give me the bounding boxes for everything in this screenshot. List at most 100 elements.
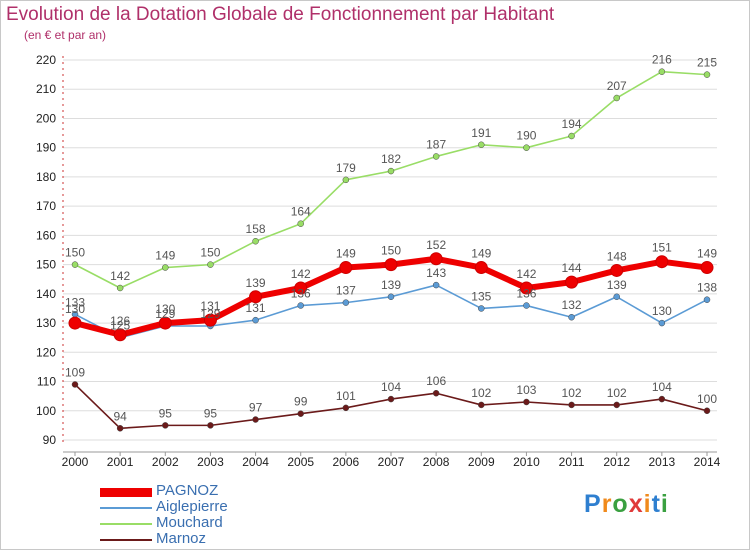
data-point-pagnoz — [113, 328, 127, 342]
chart-subtitle: (en € et par an) — [24, 28, 107, 42]
logo-letter: r — [601, 490, 613, 518]
data-point-aiglepierre — [252, 316, 259, 324]
grid — [63, 59, 717, 441]
data-point-mouchard — [252, 237, 259, 245]
x-tick-label: 2009 — [468, 455, 495, 469]
data-point-pagnoz — [339, 261, 353, 275]
data-label-marnoz: 100 — [697, 392, 717, 406]
data-label-mouchard: 149 — [155, 249, 175, 263]
data-point-mouchard — [342, 176, 350, 184]
data-label-pagnoz: 151 — [652, 241, 672, 255]
data-label-mouchard: 164 — [291, 205, 311, 219]
data-point-pagnoz — [249, 290, 263, 304]
logo-letter: t — [651, 490, 661, 518]
data-label-pagnoz: 149 — [336, 247, 356, 261]
data-label-aiglepierre: 132 — [562, 298, 582, 312]
y-tick-label: 190 — [36, 141, 56, 155]
data-label-mouchard: 150 — [200, 246, 220, 260]
data-point-pagnoz — [294, 281, 308, 295]
data-label-pagnoz: 149 — [697, 247, 717, 261]
data-label-pagnoz: 144 — [562, 261, 582, 275]
data-label-aiglepierre: 136 — [291, 287, 311, 301]
y-tick-label: 120 — [36, 345, 56, 359]
y-tick-label: 180 — [36, 170, 56, 184]
axes: 9010011012013014015016017018019020021022… — [36, 53, 721, 469]
logo-letter: i — [660, 490, 669, 518]
x-tick-label: 2002 — [152, 455, 179, 469]
x-tick-label: 2011 — [559, 455, 585, 469]
data-label-aiglepierre: 135 — [471, 289, 491, 303]
data-point-mouchard — [658, 68, 666, 75]
data-point-aiglepierre — [297, 302, 304, 309]
data-label-marnoz: 99 — [294, 395, 308, 409]
x-tick-label: 2008 — [423, 455, 450, 469]
data-label-aiglepierre: 129 — [155, 307, 175, 321]
data-label-aiglepierre: 133 — [65, 295, 85, 309]
data-point-marnoz — [478, 401, 485, 409]
x-tick-label: 2007 — [378, 455, 405, 469]
data-label-pagnoz: 131 — [200, 299, 220, 313]
data-label-aiglepierre: 131 — [246, 301, 266, 315]
logo-letter: o — [612, 490, 629, 518]
data-point-marnoz — [568, 401, 575, 409]
legend-item-pagnoz: PAGNOZ — [100, 482, 320, 500]
x-tick-label: 2010 — [513, 455, 540, 469]
data-label-marnoz: 97 — [249, 401, 263, 415]
y-tick-label: 210 — [36, 82, 56, 96]
data-label-pagnoz: 148 — [607, 249, 627, 263]
data-point-aiglepierre — [658, 319, 666, 327]
y-tick-label: 220 — [36, 53, 56, 67]
data-label-pagnoz: 130 — [65, 302, 85, 316]
x-tick-label: 2005 — [287, 455, 314, 469]
x-tick-label: 2001 — [107, 455, 134, 469]
data-label-mouchard: 215 — [697, 56, 717, 70]
legend-label: Marnoz — [156, 530, 207, 547]
data-point-pagnoz — [429, 252, 443, 266]
data-point-marnoz — [523, 398, 530, 406]
y-tick-label: 100 — [36, 404, 56, 418]
data-label-marnoz: 109 — [65, 365, 85, 379]
data-label-aiglepierre: 139 — [381, 278, 401, 292]
data-label-marnoz: 104 — [381, 380, 401, 394]
data-point-mouchard — [568, 132, 575, 140]
data-point-aiglepierre — [613, 293, 620, 301]
legend-swatch — [100, 487, 152, 497]
x-tick-label: 2014 — [694, 455, 721, 469]
data-label-aiglepierre: 143 — [426, 266, 446, 280]
data-label-pagnoz: 150 — [381, 244, 401, 258]
data-label-pagnoz: 139 — [246, 276, 266, 290]
data-label-marnoz: 106 — [426, 374, 446, 388]
legend-swatch — [100, 539, 152, 541]
data-point-mouchard — [207, 261, 214, 268]
data-point-marnoz — [207, 422, 214, 429]
data-point-marnoz — [297, 410, 304, 417]
data-point-marnoz — [342, 404, 350, 412]
chart-title: Evolution de la Dotation Globale de Fonc… — [6, 4, 555, 25]
data-point-mouchard — [432, 153, 440, 160]
data-point-pagnoz — [610, 263, 624, 277]
data-point-mouchard — [162, 264, 169, 271]
data-point-aiglepierre — [387, 293, 395, 301]
x-tick-label: 2003 — [197, 455, 224, 469]
legend-label: PAGNOZ — [156, 482, 219, 499]
series-lines — [68, 68, 714, 432]
data-label-aiglepierre: 138 — [697, 281, 717, 295]
logo-letter: x — [628, 490, 644, 518]
data-point-marnoz — [613, 401, 620, 409]
logo-letter: i — [643, 490, 652, 518]
x-tick-label: 2000 — [62, 455, 89, 469]
data-point-aiglepierre — [568, 313, 575, 321]
data-label-mouchard: 187 — [426, 137, 446, 151]
data-label-aiglepierre: 139 — [607, 278, 627, 292]
data-label-marnoz: 102 — [607, 386, 627, 400]
data-point-pagnoz — [158, 316, 172, 330]
data-label-marnoz: 101 — [336, 389, 356, 403]
legend-item-mouchard: Mouchard — [100, 514, 320, 532]
data-point-aiglepierre — [703, 296, 711, 303]
data-label-marnoz: 95 — [204, 406, 218, 420]
y-tick-label: 170 — [36, 199, 56, 213]
data-label-marnoz: 94 — [113, 409, 127, 423]
data-label-pagnoz: 130 — [155, 302, 175, 316]
legend-swatch — [100, 523, 152, 525]
